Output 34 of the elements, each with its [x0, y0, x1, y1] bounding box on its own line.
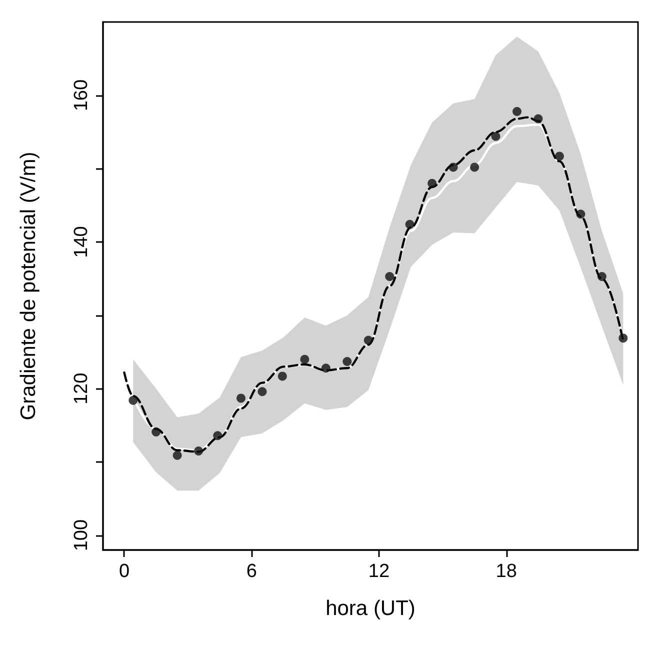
- y-tick-label: 160: [71, 79, 92, 112]
- point: [534, 114, 543, 124]
- point: [470, 162, 480, 172]
- point: [405, 220, 414, 229]
- point: [278, 372, 287, 381]
- point: [258, 387, 267, 396]
- x-tick-label: 6: [246, 561, 257, 582]
- y-tick-label: 140: [71, 226, 92, 258]
- point: [428, 178, 437, 188]
- y-tick-label: 100: [71, 519, 92, 552]
- point: [213, 431, 222, 440]
- point: [448, 162, 458, 172]
- y-tick-label: 120: [71, 372, 92, 405]
- point: [491, 132, 500, 141]
- point: [576, 210, 586, 219]
- point: [618, 334, 628, 343]
- point: [554, 152, 564, 161]
- point: [236, 394, 246, 403]
- point: [194, 446, 204, 456]
- x-axis-title: hora (UT): [326, 597, 416, 620]
- y-axis-title: Gradiente de potencial (V/m): [17, 152, 40, 420]
- point: [342, 357, 352, 366]
- point: [152, 427, 161, 436]
- point: [512, 106, 522, 116]
- point: [128, 396, 138, 405]
- point: [321, 364, 330, 373]
- point: [172, 450, 182, 460]
- point: [364, 336, 373, 345]
- x-tick-label: 12: [368, 561, 390, 582]
- point: [300, 354, 310, 364]
- x-tick-label: 0: [118, 561, 130, 582]
- point: [597, 272, 606, 281]
- x-tick-label: 18: [496, 561, 517, 582]
- point: [385, 272, 394, 281]
